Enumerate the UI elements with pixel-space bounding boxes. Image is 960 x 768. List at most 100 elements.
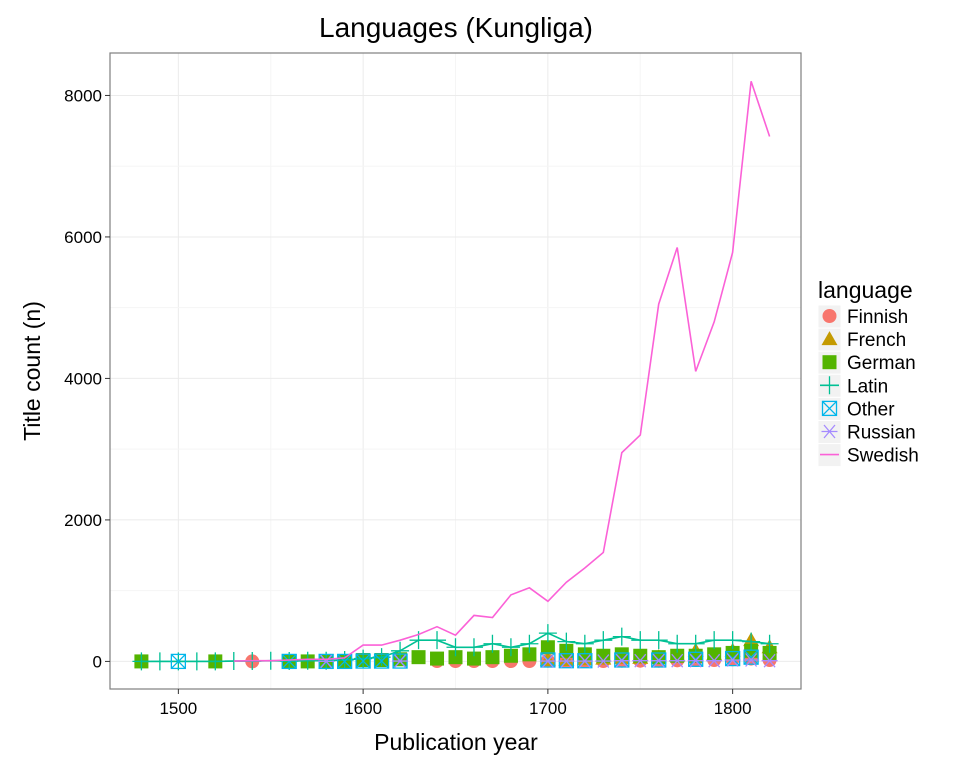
y-tick-label: 6000 — [64, 228, 102, 247]
legend-marker-german — [822, 355, 837, 370]
legend-label-finnish: Finnish — [847, 307, 908, 328]
data-point-latin — [483, 634, 502, 653]
data-point-french — [558, 651, 575, 666]
legend-item-swedish: Swedish — [817, 443, 919, 468]
y-tick-label: 2000 — [64, 511, 102, 530]
data-point-german — [707, 647, 722, 662]
legend-marker-latin — [820, 376, 839, 395]
data-point-other — [170, 653, 187, 670]
data-point-latin — [760, 634, 779, 653]
legend-label-latin: Latin — [847, 376, 888, 397]
data-point-german — [596, 648, 611, 663]
legend-item-russian: Russian — [817, 420, 916, 444]
legend-item-finnish: Finnish — [817, 304, 908, 329]
data-point-latin — [686, 634, 705, 653]
legend-item-german: German — [817, 350, 916, 375]
data-point-russian — [392, 654, 409, 668]
data-point-latin — [520, 634, 539, 653]
chart-title: Languages (Kungliga) — [319, 12, 593, 43]
data-point-latin — [206, 652, 225, 671]
data-point-latin — [464, 638, 483, 657]
data-point-latin — [612, 627, 631, 646]
data-point-latin — [631, 631, 650, 650]
data-point-german — [448, 650, 463, 665]
data-point-latin — [705, 631, 724, 650]
legend-label-russian: Russian — [847, 423, 916, 444]
y-axis: 0 2000 4000 6000 8000 — [64, 86, 110, 671]
data-point-german — [411, 650, 426, 665]
data-point-french — [539, 651, 556, 666]
data-point-russian — [558, 654, 575, 668]
data-point-russian — [576, 654, 593, 668]
data-point-german — [614, 647, 629, 662]
data-point-latin — [132, 652, 151, 671]
data-point-german — [670, 648, 685, 663]
data-point-latin — [538, 624, 557, 643]
x-axis-title: Publication year — [374, 729, 538, 755]
data-point-latin — [372, 648, 391, 667]
data-point-german — [633, 648, 648, 663]
plot-panel-border — [109, 52, 802, 690]
x-axis: 1500 1600 1700 1800 — [159, 689, 752, 718]
data-point-russian — [669, 653, 686, 668]
data-point-other — [373, 653, 390, 669]
data-point-latin — [150, 652, 169, 671]
legend-label-french: French — [847, 330, 906, 351]
data-point-russian — [613, 653, 630, 668]
data-point-latin — [723, 631, 742, 650]
legend-label-german: German — [847, 353, 916, 374]
x-tick-label: 1800 — [714, 699, 752, 718]
y-tick-label: 0 — [93, 652, 102, 671]
data-point-russian — [743, 653, 760, 667]
data-point-latin — [742, 632, 761, 651]
legend-label-other: Other — [847, 399, 895, 420]
data-point-other — [281, 653, 297, 670]
data-point-other — [355, 653, 371, 669]
series — [132, 81, 779, 671]
data-point-german — [522, 647, 537, 662]
series-russian — [318, 653, 778, 669]
legend-marker-finnish — [822, 309, 837, 323]
legend-label-swedish: Swedish — [847, 446, 919, 467]
data-point-latin — [668, 634, 687, 653]
data-point-german — [430, 651, 445, 666]
y-axis-title: Title count (n) — [19, 301, 45, 441]
x-tick-label: 1600 — [344, 699, 382, 718]
data-point-russian — [650, 653, 667, 668]
data-point-latin — [298, 651, 317, 670]
data-point-russian — [539, 654, 556, 668]
legend-marker-russian — [821, 424, 838, 439]
data-point-russian — [632, 653, 649, 668]
data-point-other — [743, 649, 759, 665]
data-point-other — [336, 653, 353, 670]
y-tick-label: 8000 — [64, 86, 102, 105]
x-tick-label: 1500 — [159, 699, 197, 718]
data-point-russian — [318, 654, 335, 669]
data-point-german — [540, 640, 555, 655]
data-point-latin — [649, 631, 668, 650]
data-point-latin — [446, 638, 465, 657]
data-point-latin — [557, 632, 576, 651]
data-point-latin — [391, 641, 410, 660]
data-point-russian — [595, 654, 612, 668]
data-point-russian — [761, 653, 778, 668]
legend-item-french: French — [817, 327, 906, 352]
y-tick-label: 4000 — [64, 369, 102, 388]
data-point-russian — [687, 653, 704, 668]
data-point-latin — [187, 652, 206, 671]
series-line-swedish — [233, 81, 771, 662]
data-point-latin — [501, 638, 520, 657]
data-point-russian — [706, 653, 723, 668]
data-point-latin — [354, 649, 373, 668]
data-point-german — [466, 651, 481, 666]
legend-marker-french — [821, 331, 838, 346]
data-point-german — [651, 650, 666, 665]
legend-item-other: Other — [817, 396, 895, 421]
data-point-latin — [428, 631, 447, 650]
data-point-latin — [575, 634, 594, 653]
data-point-german — [485, 650, 500, 665]
